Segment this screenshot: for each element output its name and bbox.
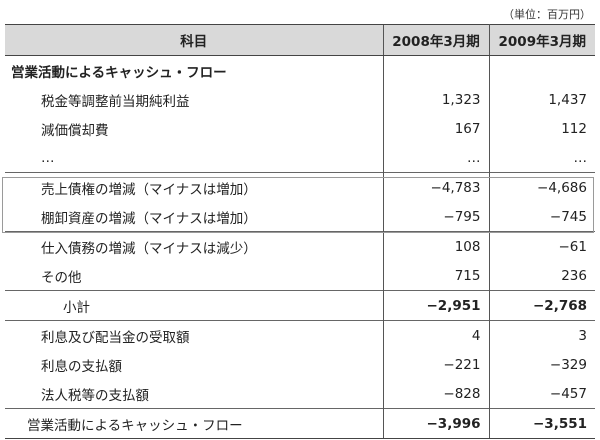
total-label: 営業活動によるキャッシュ・フロー — [5, 408, 383, 439]
section-title: 営業活動によるキャッシュ・フロー — [11, 64, 227, 81]
table-row: 法人税等の支払額 −828 −457 — [5, 379, 595, 409]
row-value-2008: 715 — [382, 261, 490, 291]
section-empty-2008 — [382, 55, 490, 85]
table-row: … … … — [5, 143, 595, 173]
section-row: 営業活動によるキャッシュ・フロー — [5, 55, 595, 86]
row-value-2008: −221 — [382, 350, 490, 379]
row-value-2009: 236 — [561, 267, 587, 284]
row-value-2009: … — [573, 149, 588, 166]
row-label: 仕入債務の増減（マイナスは減少） — [5, 231, 383, 261]
row-label: 利息の支払額 — [41, 358, 122, 375]
table-row: 減価償却費 167 112 — [5, 114, 595, 143]
row-label: その他 — [41, 269, 82, 286]
section-empty-2009 — [489, 56, 595, 86]
subtotal-2009: −2,768 — [489, 290, 595, 321]
row-value-2008: −795 — [382, 202, 490, 232]
total-row: 営業活動によるキャッシュ・フロー −3,996 −3,551 — [5, 408, 595, 439]
subtotal-label: 小計 — [5, 290, 383, 321]
subtotal-2008: −2,951 — [382, 290, 490, 321]
row-value-2009: −61 — [489, 231, 595, 261]
row-value-2009: −457 — [549, 385, 587, 402]
row-label: 売上債権の増減（マイナスは増加） — [5, 172, 383, 202]
row-value-2008: … — [382, 143, 490, 173]
table-row: 売上債権の増減（マイナスは増加） −4,783 −4,686 — [5, 172, 595, 202]
row-value-2009: −4,686 — [489, 172, 595, 202]
total-2009: −3,551 — [489, 408, 595, 439]
row-value-2008: −4,783 — [382, 172, 490, 202]
row-label: 法人税等の支払額 — [41, 387, 149, 404]
row-label: 税金等調整前当期純利益 — [41, 93, 190, 110]
row-label: … — [41, 149, 55, 166]
row-value-2008: −828 — [382, 379, 490, 409]
total-2008: −3,996 — [382, 408, 490, 439]
row-value-2009: −329 — [549, 356, 587, 373]
cash-flow-table: 科目 2008年3月期 2009年3月期 営業活動によるキャッシュ・フロー 税金… — [5, 24, 595, 439]
row-value-2009: −745 — [549, 208, 587, 225]
row-value-2008: 108 — [382, 231, 490, 261]
table-row: 仕入債務の増減（マイナスは減少） 108 −61 — [5, 231, 595, 261]
header-2009: 2009年3月期 — [489, 24, 595, 56]
header-2008: 2008年3月期 — [382, 24, 490, 56]
row-value-2008: 1,323 — [382, 85, 490, 114]
header-row: 科目 2008年3月期 2009年3月期 — [5, 24, 595, 56]
row-value-2008: 167 — [382, 114, 490, 143]
table-row: その他 715 236 — [5, 261, 595, 291]
row-label: 棚卸資産の増減（マイナスは増加） — [41, 210, 257, 227]
row-value-2009: 3 — [489, 320, 595, 350]
table-row: 利息及び配当金の受取額 4 3 — [5, 320, 595, 350]
subtotal-row: 小計 −2,951 −2,768 — [5, 290, 595, 321]
table-row: 利息の支払額 −221 −329 — [5, 350, 595, 379]
header-item: 科目 — [5, 24, 383, 56]
row-value-2009: 1,437 — [548, 91, 587, 108]
row-label: 利息及び配当金の受取額 — [5, 320, 383, 350]
row-label: 減価償却費 — [41, 122, 109, 139]
table-row: 棚卸資産の増減（マイナスは増加） −795 −745 — [5, 202, 595, 232]
row-value-2009: 112 — [561, 120, 587, 137]
unit-note: （単位：百万円） — [503, 8, 591, 21]
row-value-2008: 4 — [382, 320, 490, 350]
cash-flow-table-wrapper: 科目 2008年3月期 2009年3月期 営業活動によるキャッシュ・フロー 税金… — [5, 24, 595, 439]
table-row: 税金等調整前当期純利益 1,323 1,437 — [5, 85, 595, 114]
